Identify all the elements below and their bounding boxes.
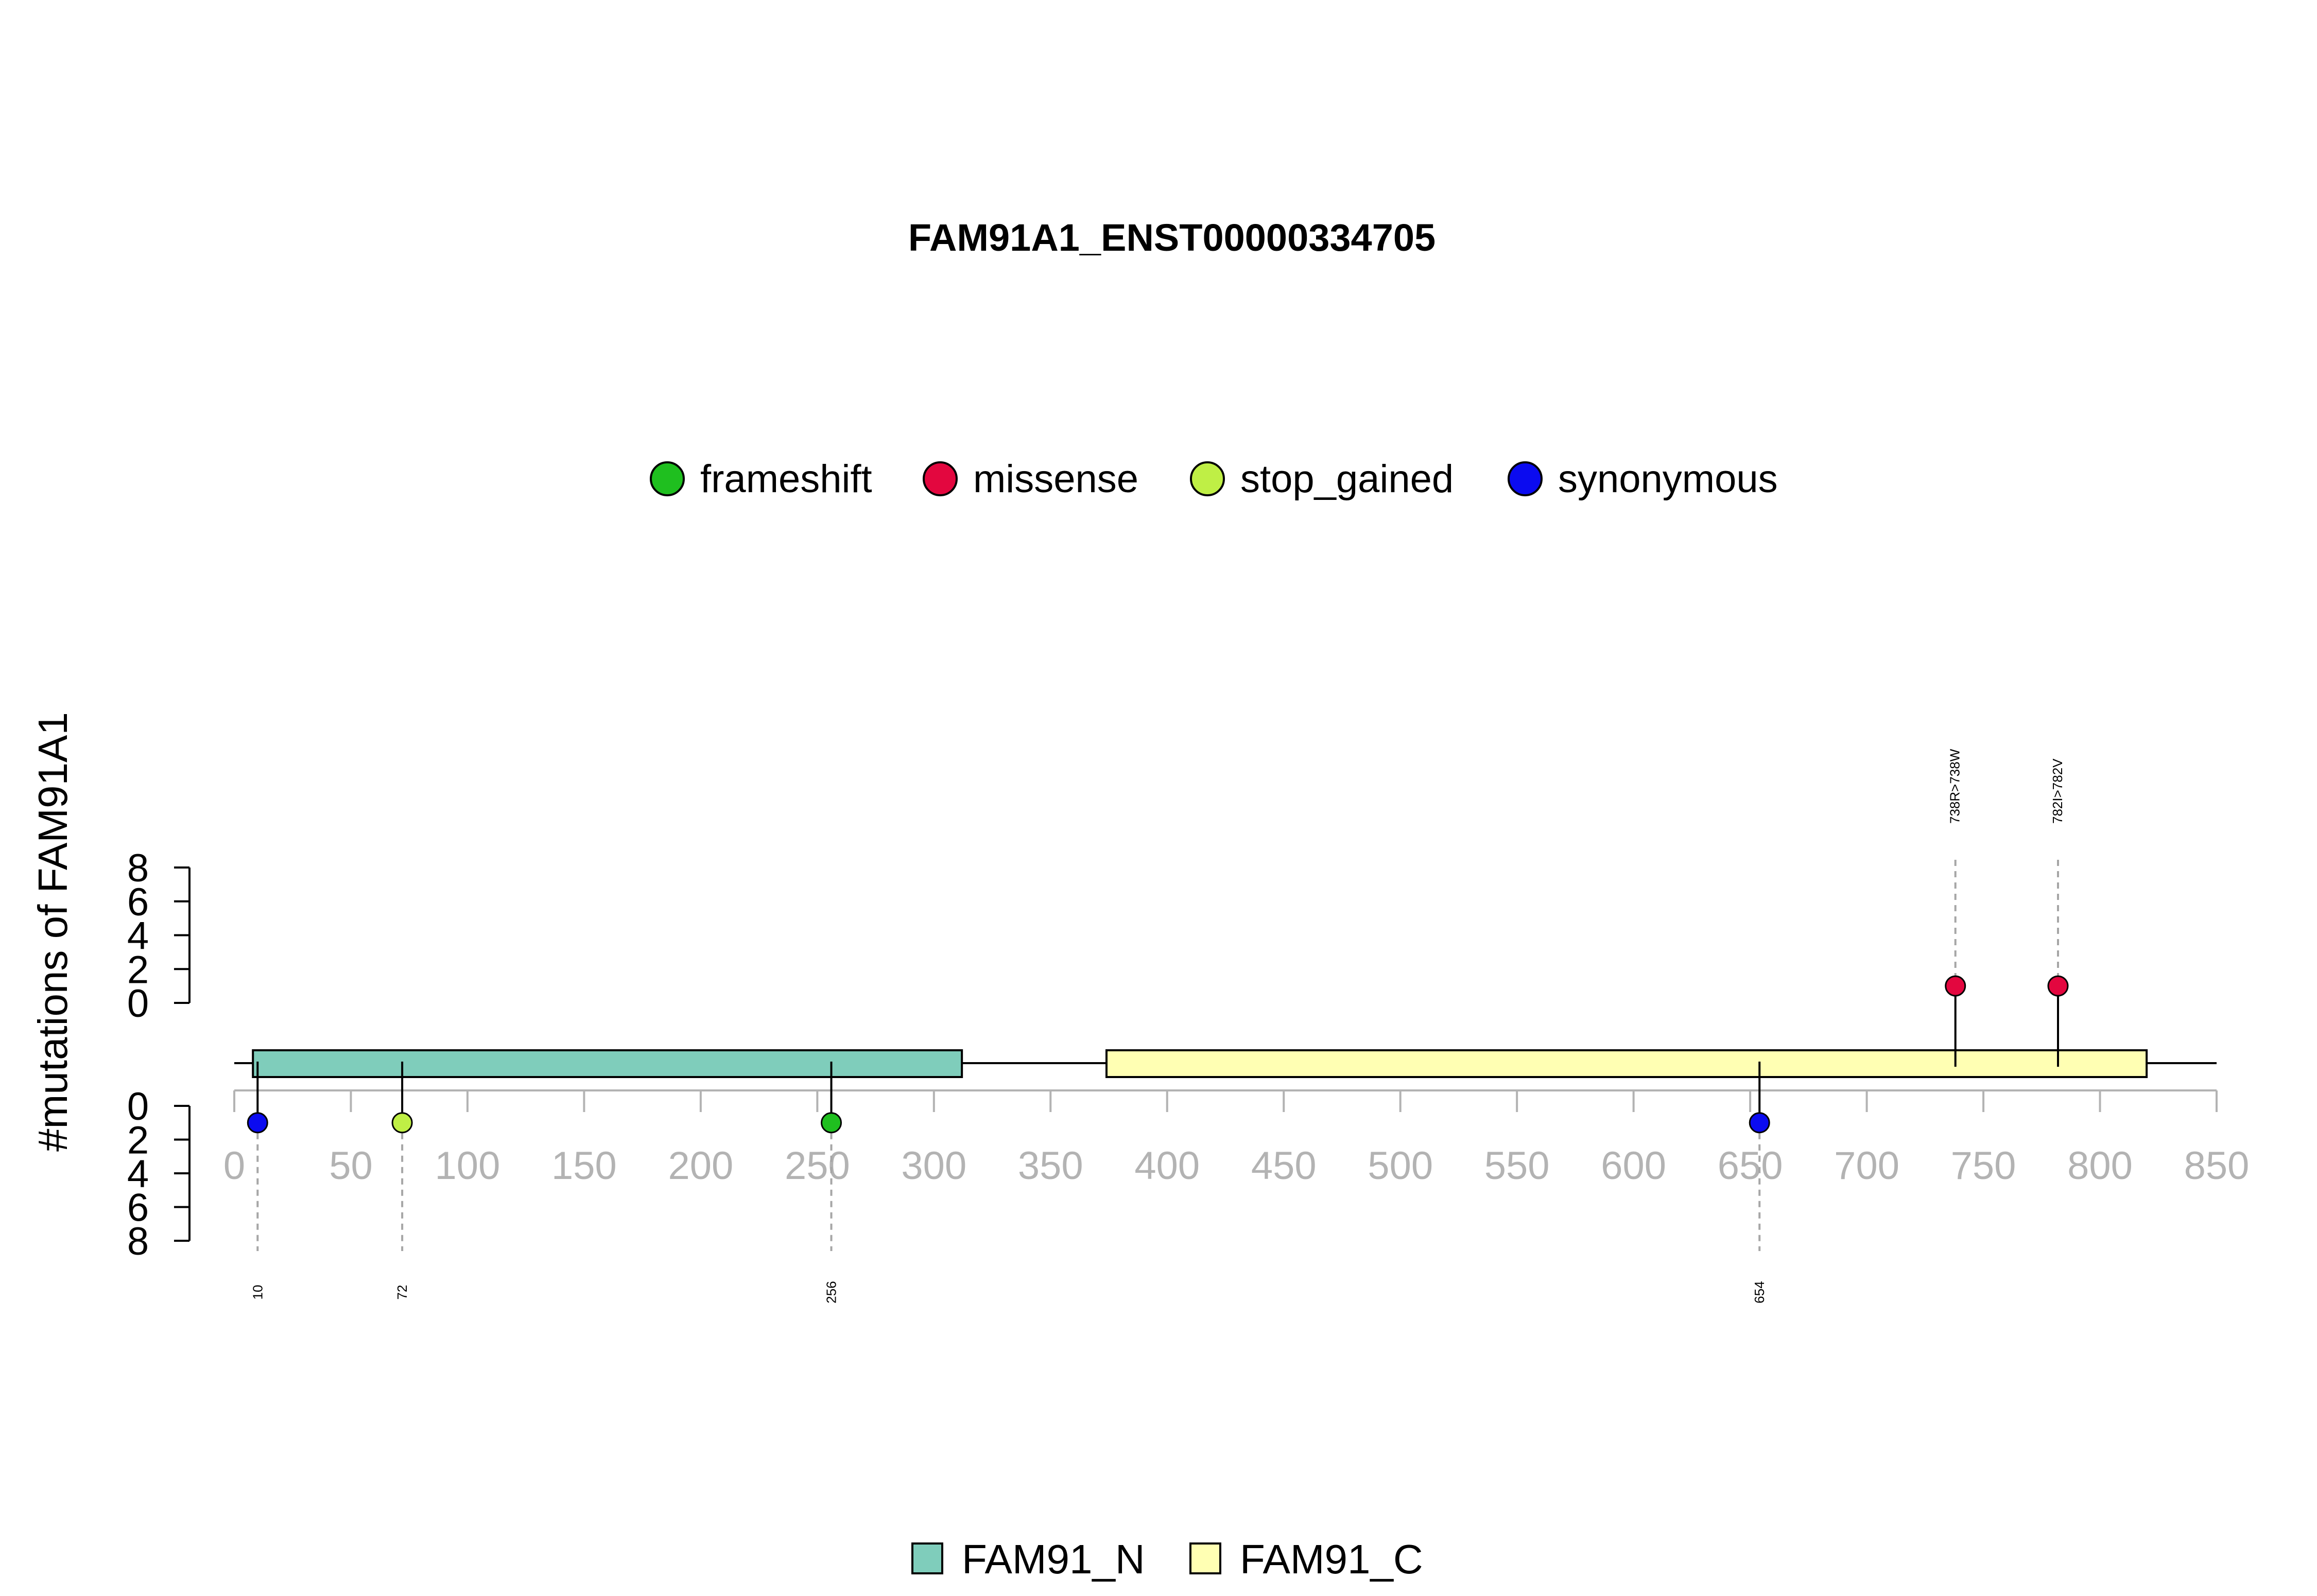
y-bottom-tick-label: 2 bbox=[127, 1119, 149, 1163]
domain-FAM91_C bbox=[1105, 1049, 2148, 1078]
x-tick-label: 550 bbox=[1484, 1144, 1550, 1188]
legend-label-missense: missense bbox=[973, 457, 1138, 501]
y-top-tick-label: 2 bbox=[127, 948, 149, 992]
domain-FAM91_N bbox=[252, 1049, 963, 1078]
mutation-point-synonymous bbox=[247, 1112, 268, 1134]
legend-swatch-missense bbox=[923, 461, 958, 496]
legend-swatch-FAM91_C bbox=[1189, 1542, 1221, 1574]
mutation-label: 654 bbox=[1752, 1281, 1767, 1303]
legend-label-FAM91_C: FAM91_C bbox=[1240, 1536, 1423, 1582]
y-bottom-tick-label: 4 bbox=[127, 1152, 149, 1196]
domain-legend: FAM91_N FAM91_C bbox=[911, 1536, 1423, 1582]
mutation-label: 10 bbox=[250, 1285, 265, 1300]
x-tick-label: 450 bbox=[1251, 1144, 1317, 1188]
x-tick-label: 350 bbox=[1018, 1144, 1083, 1188]
y-bottom-tick-label: 0 bbox=[127, 1085, 149, 1129]
x-tick-label: 600 bbox=[1601, 1144, 1666, 1188]
chart-title: FAM91A1_ENST00000334705 bbox=[908, 216, 1436, 259]
mutation-point-missense bbox=[1945, 975, 1966, 997]
x-tick-label: 800 bbox=[2067, 1144, 2133, 1188]
legend-label-synonymous: synonymous bbox=[1558, 457, 1778, 501]
y-top-tick-label: 0 bbox=[127, 982, 149, 1026]
mutation-label: 782I>782V bbox=[2050, 758, 2065, 824]
x-tick-label: 750 bbox=[1951, 1144, 2016, 1188]
y-axis-label: #mutations of FAM91A1 bbox=[30, 712, 76, 1152]
y-bottom-tick-label: 6 bbox=[127, 1186, 149, 1230]
mutation-label: 738R>738W bbox=[1947, 749, 1963, 824]
legend-swatch-frameshift bbox=[650, 461, 685, 496]
y-top-tick-label: 4 bbox=[127, 914, 149, 958]
x-tick-label: 100 bbox=[435, 1144, 500, 1188]
x-tick-label: 250 bbox=[785, 1144, 850, 1188]
x-tick-label: 500 bbox=[1368, 1144, 1433, 1188]
mutation-point-missense bbox=[2047, 975, 2069, 997]
legend-label-frameshift: frameshift bbox=[700, 457, 872, 501]
x-tick-label: 300 bbox=[901, 1144, 966, 1188]
x-tick-label: 850 bbox=[2184, 1144, 2250, 1188]
x-tick-label: 650 bbox=[1718, 1144, 1783, 1188]
mutation-point-frameshift bbox=[821, 1112, 842, 1134]
x-tick-label: 50 bbox=[329, 1144, 373, 1188]
legend-label-stop_gained: stop_gained bbox=[1240, 457, 1454, 501]
x-tick-label: 0 bbox=[223, 1144, 245, 1188]
legend-swatch-stop_gained bbox=[1190, 461, 1225, 496]
y-bottom-tick-label: 8 bbox=[127, 1220, 149, 1263]
x-tick-label: 150 bbox=[551, 1144, 617, 1188]
legend-swatch-FAM91_N bbox=[911, 1542, 943, 1574]
mutation-label: 72 bbox=[394, 1285, 410, 1300]
legend-label-FAM91_N: FAM91_N bbox=[962, 1536, 1145, 1582]
x-axis: 0 50 100 150 200 250 300 350 400 450 500 550 600 650 7… bbox=[223, 1089, 2250, 1188]
x-tick-label: 400 bbox=[1134, 1144, 1200, 1188]
protein-domains bbox=[234, 1049, 2217, 1078]
y-top-tick-label: 8 bbox=[127, 846, 149, 890]
mutation-lollipops: 738R>738W 782I>782V 10 72 256 654 bbox=[247, 749, 2069, 1304]
y-top-tick-label: 6 bbox=[127, 880, 149, 924]
mutation-point-stop_gained bbox=[391, 1112, 413, 1134]
mutation-point-synonymous bbox=[1749, 1112, 1770, 1134]
mutation-type-legend: frameshift missense stop_gained synonymous bbox=[650, 457, 1778, 501]
x-tick-label: 200 bbox=[668, 1144, 733, 1188]
x-tick-label: 700 bbox=[1834, 1144, 1899, 1188]
legend-swatch-synonymous bbox=[1508, 461, 1543, 496]
mutation-label: 256 bbox=[824, 1281, 839, 1303]
